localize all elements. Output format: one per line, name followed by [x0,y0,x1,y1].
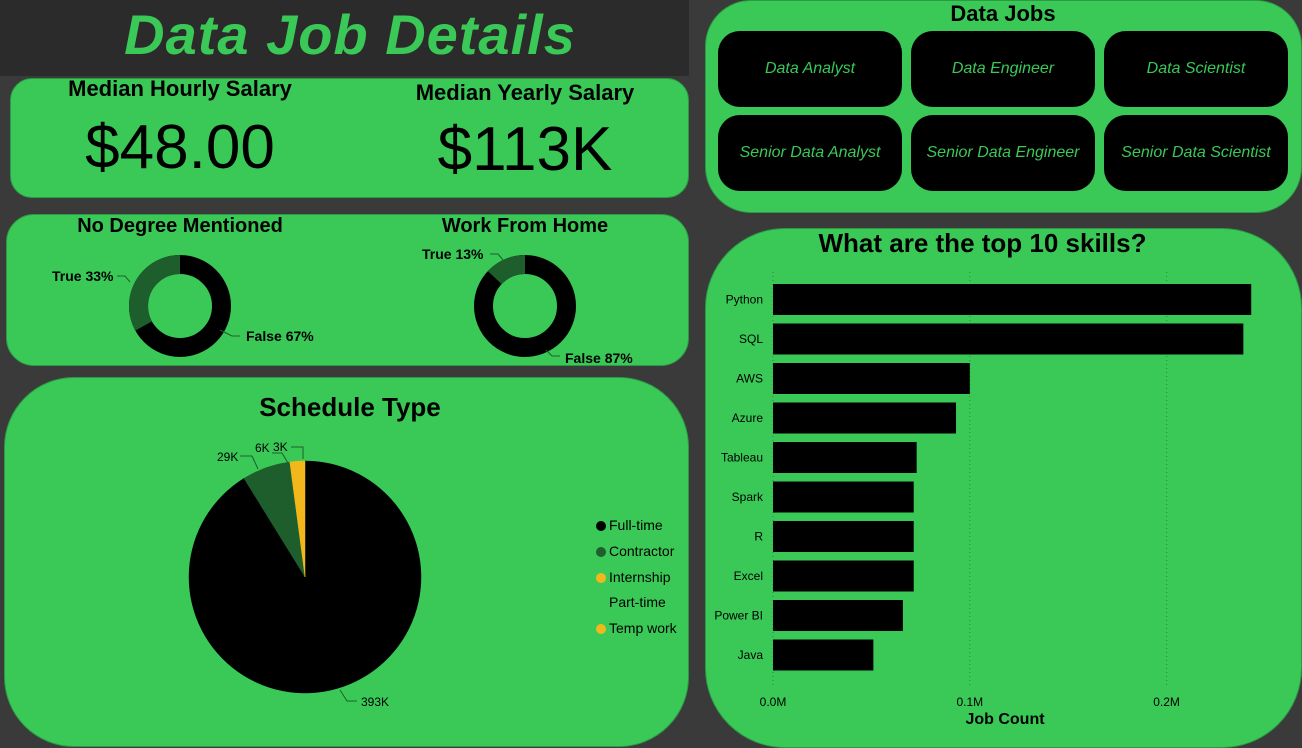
legend-label: Temp work [609,620,677,636]
pie-label-contractor: 29K [217,450,239,464]
pie-leader-line [339,689,357,702]
donut-panel [6,214,689,366]
y-category-label: Java [738,648,764,662]
bar-azure[interactable] [773,402,957,434]
legend-swatch [596,547,606,557]
y-category-label: Azure [732,411,764,425]
legend-item-temp-work[interactable]: Temp work [596,620,677,636]
pie-leader-line [272,452,289,464]
donut-leader-line [490,253,504,261]
wfh-false-label: False 87% [565,350,633,366]
pie-leader-line [240,455,259,470]
legend-item-full-time[interactable]: Full-time [596,517,663,533]
kpi-panel [10,78,689,198]
x-tick-label: 0.1M [956,695,983,709]
median-yearly-label: Median Yearly Salary [415,80,635,105]
bar-java[interactable] [773,639,874,671]
pie-label-full-time: 393K [361,695,390,709]
pie-slice-temp-work[interactable] [299,460,306,578]
bar-excel[interactable] [773,560,914,592]
legend-swatch [596,624,606,634]
median-yearly-value: $113K [437,115,613,184]
median-hourly-label: Median Hourly Salary [68,76,292,101]
donut-leader-line [545,349,560,357]
donut-leader-line [219,329,240,337]
data-analyst-button[interactable]: Data Analyst [718,31,902,107]
bar-spark[interactable] [773,481,914,513]
legend-swatch [596,598,606,608]
y-category-label: AWS [736,372,763,386]
schedule-title: Schedule Type [259,392,441,422]
legend-label: Full-time [609,517,663,533]
y-category-label: Power BI [714,609,763,623]
legend-item-contractor[interactable]: Contractor [596,543,674,559]
data-jobs-title: Data Jobs [950,1,1056,26]
median-hourly-value: $48.00 [85,113,275,182]
y-category-label: Excel [734,569,763,583]
bar-r[interactable] [773,521,914,552]
schedule-pie-chart [188,446,422,702]
pie-label-temp-work: 3K [273,440,288,454]
legend-label: Part-time [609,594,666,610]
legend-label: Contractor [609,543,675,559]
no-degree-title: No Degree Mentioned [77,215,283,237]
skills-x-axis-label: Job Count [965,711,1045,728]
no-degree-false-label: False 67% [246,328,314,344]
senior-data-scientist-button[interactable]: Senior Data Scientist [1104,115,1288,191]
bar-python[interactable] [773,284,1252,315]
dashboard-title: Data Job Details [124,3,576,66]
no-degree-donut [129,255,231,357]
y-category-label: Python [726,293,763,307]
no-degree-true-segment [129,255,181,331]
bar-tableau[interactable] [773,442,917,473]
wfh-true-label: True 13% [422,246,484,262]
data-engineer-button[interactable]: Data Engineer [911,31,1095,107]
donut-charts [117,253,576,357]
donut-leader-line [117,275,131,283]
bar-sql[interactable] [773,323,1244,355]
x-tick-label: 0.0M [760,695,787,709]
skills-bar-chart: Python SQL AWS Azure Tableau Spark R Excel Power… [714,272,1252,728]
y-category-label: Spark [732,490,764,504]
skills-tick-labels: 0.0M 0.1M 0.2M [760,695,1180,709]
schedule-pie [188,460,422,694]
title-bar [0,0,689,76]
wfh-true-segment [487,255,526,285]
bar-power-bi[interactable] [773,600,903,631]
senior-data-analyst-button[interactable]: Senior Data Analyst [718,115,902,191]
legend-label: Internship [609,569,671,585]
legend-item-part-time[interactable]: Part-time [596,594,666,610]
pie-leader-line [291,446,304,459]
wfh-title: Work From Home [441,215,609,237]
x-tick-label: 0.2M [1153,695,1180,709]
legend-swatch [596,573,606,583]
skills-chart-title: What are the top 10 skills? [818,228,1147,258]
skills-category-labels: Python SQL AWS Azure Tableau Spark R Excel Power… [714,293,764,663]
data-scientist-button[interactable]: Data Scientist [1104,31,1288,107]
pie-label-internship: 6K [255,441,270,455]
legend-item-internship[interactable]: Internship [596,569,670,585]
legend-swatch [596,521,606,531]
y-category-label: R [754,530,763,544]
senior-data-engineer-button[interactable]: Senior Data Engineer [911,115,1095,191]
no-degree-true-label: True 33% [52,268,114,284]
skills-grid [772,272,1168,688]
bar-aws[interactable] [773,363,970,394]
skills-bars [773,284,1252,671]
y-category-label: Tableau [721,451,763,465]
wfh-donut [474,255,576,357]
y-category-label: SQL [739,332,763,346]
